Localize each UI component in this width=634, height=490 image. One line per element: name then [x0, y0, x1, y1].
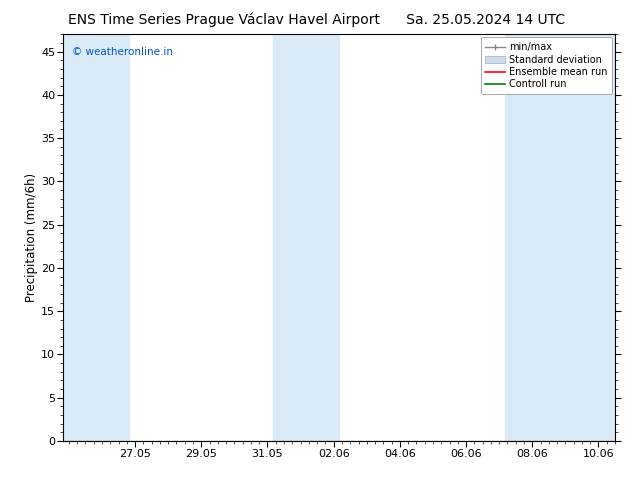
- Text: © weatheronline.in: © weatheronline.in: [72, 47, 172, 56]
- Bar: [63, 34, 129, 441]
- Y-axis label: Precipitation (mm/6h): Precipitation (mm/6h): [25, 173, 38, 302]
- Text: ENS Time Series Prague Václav Havel Airport      Sa. 25.05.2024 14 UTC: ENS Time Series Prague Václav Havel Airp…: [68, 12, 566, 27]
- Bar: [505, 34, 615, 441]
- Legend: min/max, Standard deviation, Ensemble mean run, Controll run: min/max, Standard deviation, Ensemble me…: [481, 37, 612, 94]
- Bar: [273, 34, 339, 441]
